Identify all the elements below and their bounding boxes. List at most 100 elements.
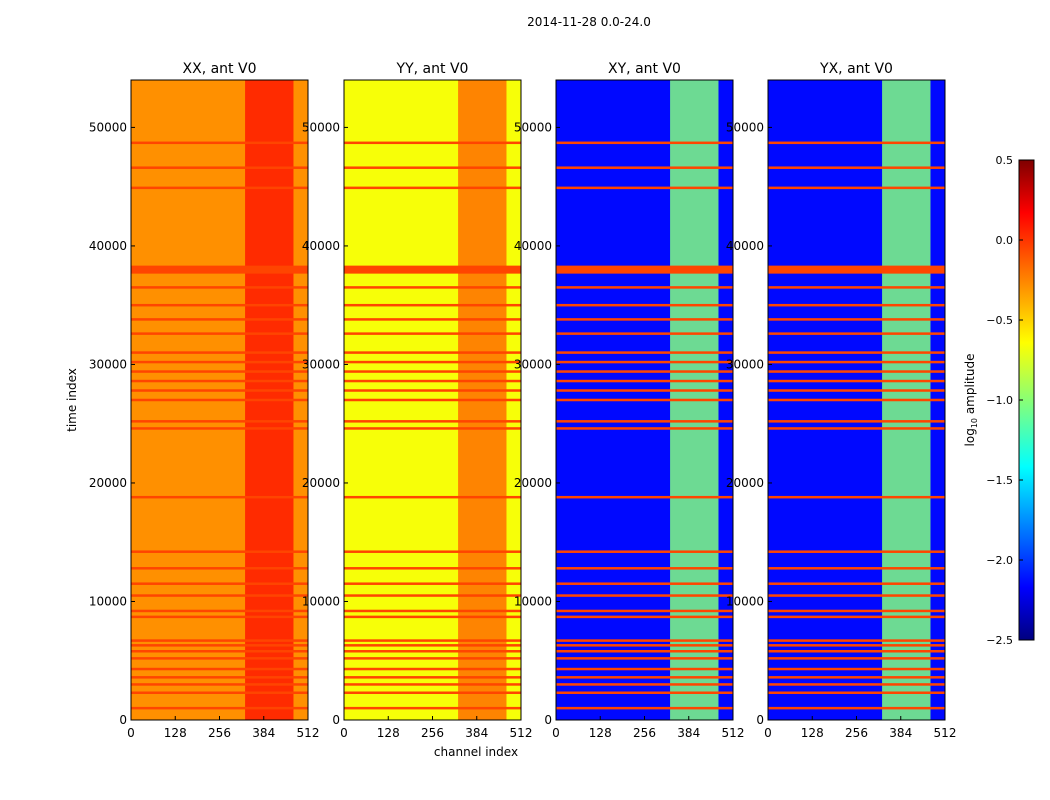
flagged-row: [131, 495, 308, 499]
flagged-row: [131, 351, 308, 354]
y-tick-label: 30000: [726, 357, 764, 371]
x-tick-label: 256: [208, 726, 231, 740]
y-tick-label: 40000: [302, 239, 340, 253]
flagged-row: [344, 644, 521, 647]
flagged-row: [556, 609, 733, 613]
flagged-row: [556, 286, 733, 289]
flagged-row: [768, 609, 945, 613]
flagged-row: [556, 691, 733, 694]
colorbar-tick-label: −2.0: [986, 554, 1013, 567]
flagged-row: [344, 667, 521, 671]
flagged-row: [768, 676, 945, 679]
flagged-row: [556, 706, 733, 710]
flagged-row: [344, 332, 521, 335]
flagged-row: [344, 398, 521, 402]
flagged-row: [768, 594, 945, 597]
flagged-row: [344, 550, 521, 553]
flagged-row: [556, 166, 733, 169]
flagged-row: [556, 495, 733, 499]
flagged-row: [344, 379, 521, 383]
y-tick-label: 10000: [302, 594, 340, 608]
x-tick-label: 256: [421, 726, 444, 740]
flagged-row: [344, 186, 521, 190]
y-tick-label: 50000: [726, 120, 764, 134]
flagged-row: [556, 265, 733, 274]
flagged-row: [556, 639, 733, 642]
flagged-row: [131, 420, 308, 423]
flagged-row: [556, 332, 733, 335]
colorbar-tick-label: −1.5: [986, 474, 1013, 487]
y-tick-label: 50000: [302, 120, 340, 134]
flagged-row: [344, 657, 521, 660]
flagged-row: [768, 398, 945, 402]
y-tick-label: 30000: [89, 357, 127, 371]
flagged-row: [344, 427, 521, 430]
flagged-row: [768, 691, 945, 694]
flagged-row: [344, 318, 521, 321]
flagged-row: [768, 650, 945, 653]
x-tick-label: 384: [889, 726, 912, 740]
flagged-row: [344, 265, 521, 274]
flagged-row: [344, 370, 521, 373]
flagged-row: [131, 265, 308, 274]
flagged-row: [344, 650, 521, 653]
y-tick-label: 20000: [726, 476, 764, 490]
panel-3: XY, ant V0 0 128 256 384 512 0 10000 20000 30000 4…: [514, 61, 745, 740]
flagged-row: [131, 683, 308, 686]
colorbar-tick-label: 0.0: [996, 234, 1014, 247]
y-axis-label: time index: [65, 368, 79, 432]
flagged-row: [556, 318, 733, 321]
flagged-row: [768, 370, 945, 373]
y-tick-label: 40000: [726, 239, 764, 253]
flagged-row: [556, 644, 733, 647]
flagged-row: [131, 398, 308, 402]
flagged-row: [556, 594, 733, 597]
flagged-row: [556, 303, 733, 307]
flagged-row: [344, 420, 521, 423]
y-tick-label: 10000: [514, 594, 552, 608]
flagged-row: [768, 427, 945, 430]
flagged-row: [556, 360, 733, 364]
panel-1: XX, ant V0 0 128 256 384 512 0 10000 20000 30000 4…: [89, 61, 320, 740]
flagged-row: [768, 265, 945, 274]
x-tick-label: 512: [934, 726, 957, 740]
flagged-row: [556, 351, 733, 354]
flagged-row: [344, 166, 521, 169]
panels: XX, ant V0 0 128 256 384 512 0 10000 20000 30000 4…: [89, 61, 957, 740]
flagged-row: [768, 318, 945, 321]
flagged-row: [556, 186, 733, 190]
flagged-row: [344, 389, 521, 392]
flagged-row: [344, 615, 521, 619]
flagged-row: [768, 303, 945, 307]
flagged-row: [131, 691, 308, 694]
flagged-row: [768, 683, 945, 686]
x-tick-label: 128: [377, 726, 400, 740]
y-tick-label: 20000: [89, 476, 127, 490]
flagged-row: [131, 650, 308, 653]
flagged-row: [131, 186, 308, 190]
flagged-row: [768, 644, 945, 647]
flagged-row: [344, 286, 521, 289]
flagged-row: [768, 495, 945, 499]
colorbar-tick-label: 0.5: [996, 154, 1014, 167]
y-tick-label: 40000: [514, 239, 552, 253]
y-tick-label: 20000: [514, 476, 552, 490]
flagged-row: [131, 318, 308, 321]
flagged-row: [131, 582, 308, 585]
flagged-row: [131, 360, 308, 364]
y-tick-label: 0: [332, 713, 340, 727]
figure-title: 2014-11-28 0.0-24.0: [527, 15, 651, 29]
flagged-row: [556, 657, 733, 660]
x-tick-label: 0: [552, 726, 560, 740]
x-tick-label: 512: [297, 726, 320, 740]
y-tick-label: 50000: [89, 120, 127, 134]
x-tick-label: 128: [801, 726, 824, 740]
flagged-row: [556, 676, 733, 679]
flagged-row: [131, 639, 308, 642]
flagged-row: [768, 186, 945, 190]
flagged-row: [344, 495, 521, 499]
flagged-row: [768, 360, 945, 364]
x-tick-label: 384: [252, 726, 275, 740]
panel-title: XY, ant V0: [608, 61, 681, 77]
